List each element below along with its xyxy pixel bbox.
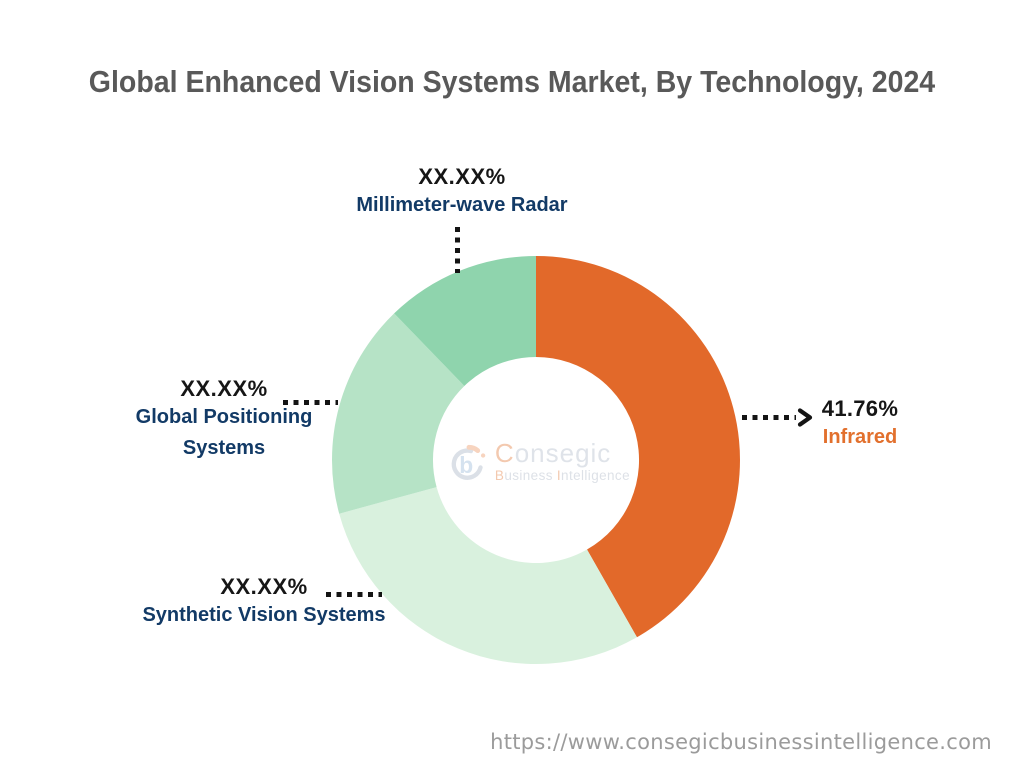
- callout-global-positioning-systems: XX.XX% Global Positioning Systems: [124, 376, 324, 464]
- page-title: Global Enhanced Vision Systems Market, B…: [0, 64, 1024, 100]
- pie-segment-millimeter-wave-radar: [394, 256, 536, 386]
- callout-connector-synthetic: [326, 592, 382, 597]
- callout-connector-millimeter: [455, 227, 460, 273]
- pie-segment-global-positioning-systems: [332, 313, 465, 514]
- pie-segment-synthetic-vision-systems: [339, 487, 637, 664]
- value-label: XX.XX%: [418, 164, 506, 189]
- arrowhead-icon: [797, 408, 813, 427]
- callout-synthetic-vision-systems: XX.XX% Synthetic Vision Systems: [114, 574, 414, 631]
- pie-segment-infrared: [536, 256, 740, 638]
- category-label: Global Positioning Systems: [135, 406, 313, 459]
- callout-connector-infrared: [742, 415, 796, 420]
- category-label: Synthetic Vision Systems: [142, 604, 386, 626]
- callout-millimeter-wave-radar: XX.XX% Millimeter-wave Radar: [312, 164, 612, 221]
- category-label: Millimeter-wave Radar: [356, 194, 568, 216]
- value-label: XX.XX%: [180, 376, 268, 401]
- value-label: 41.76%: [821, 396, 899, 421]
- donut-chart: [332, 256, 740, 664]
- page-title-text: Global Enhanced Vision Systems Market, B…: [88, 64, 936, 99]
- callout-connector-gps: [283, 400, 338, 405]
- category-label: Infrared: [822, 426, 898, 448]
- callout-infrared: 41.76% Infrared: [782, 396, 938, 453]
- value-label: XX.XX%: [220, 574, 308, 599]
- footer-url[interactable]: https://www.consegicbusinessintelligence…: [490, 730, 992, 754]
